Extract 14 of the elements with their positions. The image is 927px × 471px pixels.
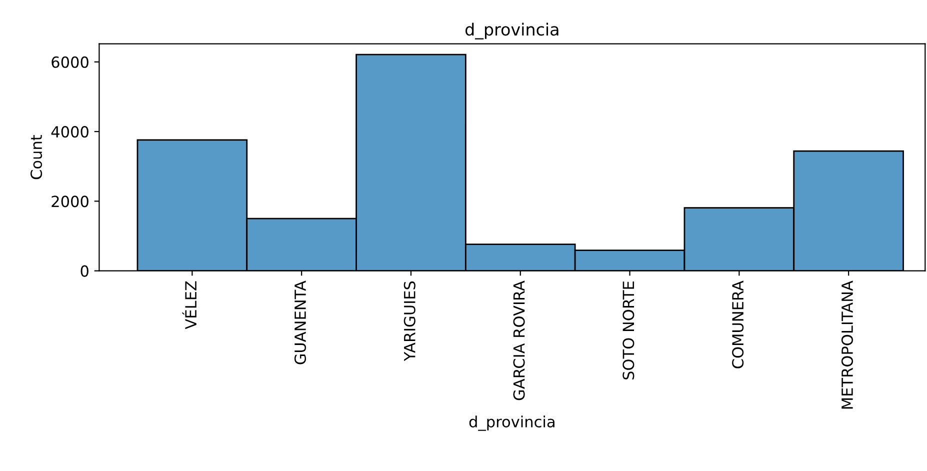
y-tick-label: 0 (80, 265, 88, 277)
y-axis-title: Count (30, 134, 42, 180)
x-tick-label: GUANENTA (294, 280, 306, 364)
x-axis-title: d_provincia (469, 416, 554, 431)
chart-title: d_provincia (465, 22, 558, 40)
x-tick-label: COMUNERA (732, 280, 744, 368)
y-tick-label: 4000 (51, 126, 88, 138)
x-tick-label: METROPOLITANA (841, 280, 853, 409)
y-tick-label: 2000 (52, 196, 88, 208)
y-tick-label: 6000 (52, 56, 88, 68)
x-tick-label: VÉLEZ (182, 281, 196, 330)
x-tick-label: YARIGUIES (404, 281, 416, 362)
x-tick-label: GARCIA ROVIRA (513, 280, 525, 400)
x-tick-label: SOTO NORTE (622, 282, 634, 380)
